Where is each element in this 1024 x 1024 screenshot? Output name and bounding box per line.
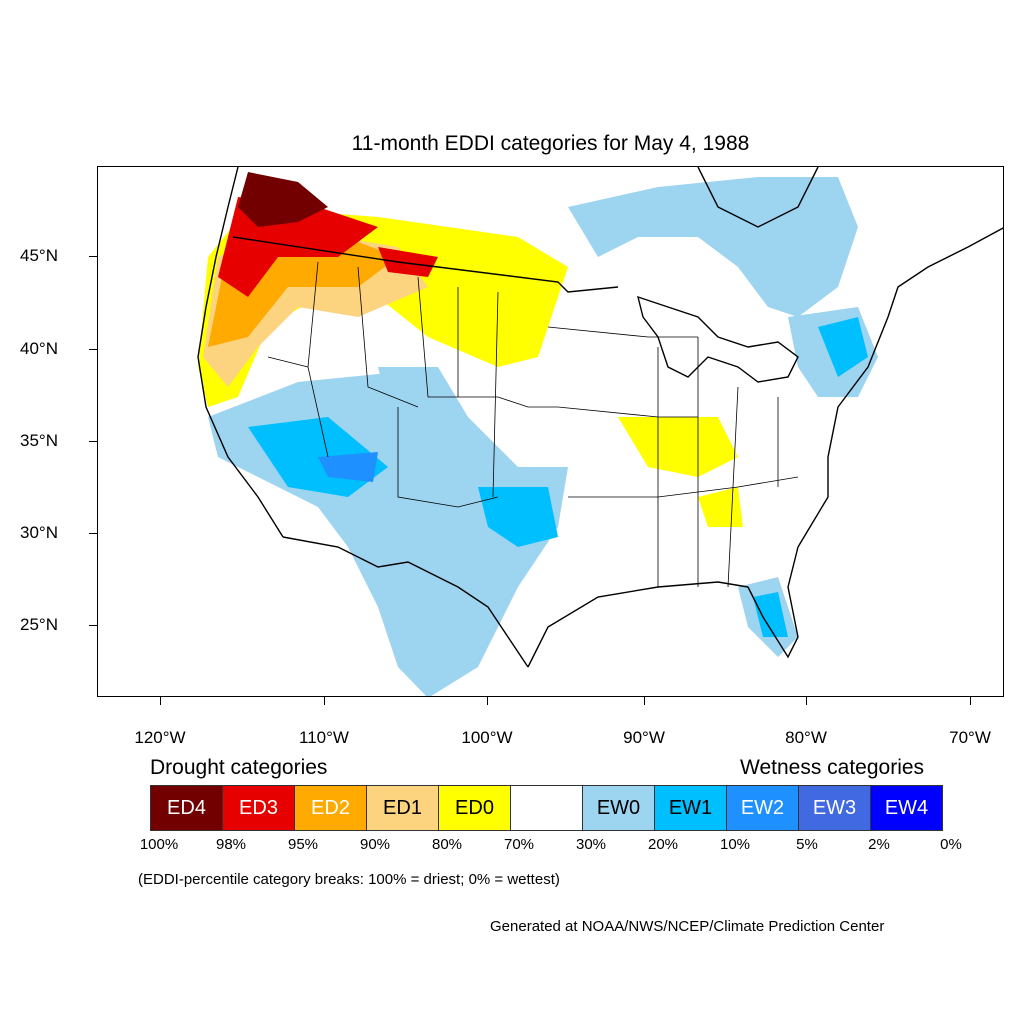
eddi-map: [97, 166, 1004, 697]
us-canada-border: [232, 236, 619, 293]
percent-label: 100%: [139, 836, 179, 853]
lat-label: 40°N: [20, 339, 58, 358]
legend-swatch: ED1: [366, 785, 439, 831]
ew1-northeast: [818, 317, 868, 377]
boundaries: [197, 167, 1003, 668]
percent-label: 20%: [647, 836, 679, 853]
lat-label: 30°N: [20, 523, 58, 542]
percent-label: 80%: [431, 836, 463, 853]
lat-tick-40: [89, 349, 97, 350]
legend-swatch: ED3: [222, 785, 295, 831]
ed0-ohio-valley: [618, 417, 738, 477]
lat-label: 25°N: [20, 615, 58, 634]
lon-tick-110: [324, 697, 325, 705]
percent-label: 90%: [359, 836, 391, 853]
legend-colorbar: ED4 ED3 ED2 ED1 ED0 EW0 EW1 EW2 EW3 EW4: [150, 785, 943, 831]
ed0-southeast: [698, 487, 743, 527]
lon-tick-90: [644, 697, 645, 705]
legend-swatch: EW1: [654, 785, 727, 831]
gulf-coast: [527, 581, 749, 668]
percent-label: 5%: [796, 836, 818, 853]
drought-heading: Drought categories: [150, 756, 328, 779]
lon-label: 100°W: [461, 728, 513, 747]
legend-swatch: EW0: [582, 785, 655, 831]
legend-swatch: ED2: [294, 785, 367, 831]
lat-label: 45°N: [20, 246, 58, 265]
legend-swatch: EW2: [726, 785, 799, 831]
category-shading: [198, 172, 878, 696]
ew1-florida: [753, 592, 788, 637]
percent-label: 10%: [719, 836, 751, 853]
legend-swatch: EW4: [870, 785, 943, 831]
lon-label: 90°W: [623, 728, 665, 747]
legend-swatch: ED0: [438, 785, 511, 831]
wetness-heading: Wetness categories: [740, 756, 925, 779]
map-title: 11-month EDDI categories for May 4, 1988: [351, 132, 750, 155]
lon-label: 80°W: [785, 728, 827, 747]
ed3-idaho: [378, 247, 438, 277]
percent-label: 30%: [575, 836, 607, 853]
category-note: (EDDI-percentile category breaks: 100% =…: [138, 871, 560, 888]
legend-swatch: EW3: [798, 785, 871, 831]
ed4-washington: [238, 172, 328, 227]
ew0-canada: [568, 177, 858, 317]
lon-tick-100: [487, 697, 488, 705]
percent-label: 2%: [868, 836, 890, 853]
legend-swatch: [510, 785, 583, 831]
lat-tick-45: [89, 256, 97, 257]
conus-map-graphic: [197, 167, 1003, 696]
lat-tick-35: [89, 441, 97, 442]
east-coast: [797, 227, 1003, 548]
us-mexico-border: [282, 536, 529, 668]
hudson-bay-coast: [697, 167, 819, 228]
state-lines: [267, 261, 799, 588]
legend-swatch: ED4: [150, 785, 223, 831]
great-lakes: [637, 295, 799, 383]
lat-label: 35°N: [20, 431, 58, 450]
percent-label: 0%: [940, 836, 962, 853]
lat-tick-30: [89, 533, 97, 534]
lon-label: 70°W: [949, 728, 991, 747]
ew1-texas: [478, 487, 558, 547]
ew0-rockies: [378, 367, 468, 437]
lon-label: 110°W: [299, 728, 349, 747]
percent-label: 70%: [503, 836, 535, 853]
percent-label: 98%: [215, 836, 247, 853]
florida: [747, 546, 799, 659]
ew2-arizona: [318, 452, 378, 482]
credit-line: Generated at NOAA/NWS/NCEP/Climate Predi…: [490, 918, 885, 935]
lon-tick-70: [970, 697, 971, 705]
lon-label: 120°W: [134, 728, 186, 747]
lon-tick-80: [806, 697, 807, 705]
coastline-west: [197, 167, 284, 538]
lon-tick-120: [160, 697, 161, 705]
percent-label: 95%: [287, 836, 319, 853]
lat-tick-25: [89, 625, 97, 626]
